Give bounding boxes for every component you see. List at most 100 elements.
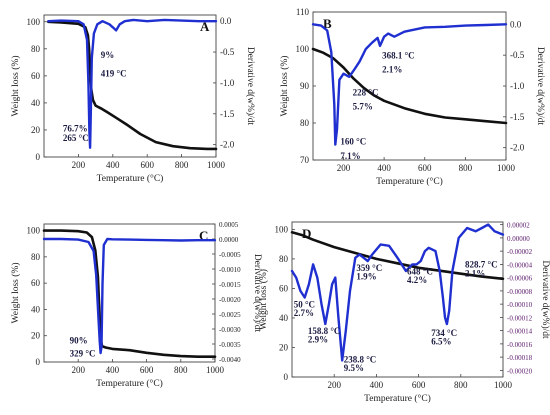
y2-tick-label: -0.0020 [219, 296, 241, 304]
weight-loss-series-line [311, 47, 508, 125]
x-tick-label: 1000 [207, 160, 226, 170]
derivative-series-line [311, 23, 508, 146]
y2-tick-label: -0.00012 [507, 314, 533, 322]
y2-tick-label: -0.00010 [507, 301, 533, 309]
x-tick-label: 600 [418, 163, 432, 173]
x-tick-label: 800 [454, 380, 468, 390]
x-tick-label: 400 [106, 365, 120, 375]
y-tick-label: 80 [31, 44, 41, 54]
y2-tick-label: -1.0 [220, 78, 235, 88]
x-tick-label: 800 [175, 160, 189, 170]
x-tick-label: 800 [174, 365, 188, 375]
x-axis-label: Temperature (°C) [96, 378, 163, 389]
annotation-label: 7.1% [340, 151, 360, 161]
y2-tick-label: -0.00018 [507, 354, 533, 362]
x-tick-label: 200 [337, 163, 351, 173]
x-tick-label: 600 [412, 380, 426, 390]
annotation-label: 90% [70, 336, 88, 346]
y-axis-label: Weight loss (%) [10, 56, 21, 117]
plot-frame [43, 223, 216, 363]
y2-tick-label: -0.00008 [507, 288, 533, 296]
y2-tick-label: -0.00020 [507, 367, 533, 375]
y2-tick-label: -1.0 [510, 81, 525, 91]
x-axis-label: Temperature (°C) [97, 173, 164, 184]
plot-frame [291, 221, 504, 378]
y2-tick-label: 0.0 [220, 16, 232, 26]
x-tick-label: 600 [140, 365, 154, 375]
y2-tick-label: 0.00002 [507, 222, 530, 230]
x-axis-label: Temperature (°C) [376, 176, 443, 187]
y-tick-label: 40 [279, 313, 289, 323]
y2-tick-label: -1.5 [510, 112, 525, 122]
annotation-label: 4.2% [407, 275, 427, 285]
x-tick-label: 1000 [206, 365, 225, 375]
y2-tick-label: -1.5 [220, 109, 235, 119]
annotation-label: 50 °C [294, 299, 315, 309]
annotation-label: 228 °C [353, 87, 379, 97]
x-tick-label: 1000 [494, 380, 513, 390]
y2-axis-label: Derivative d(w%)/dt [540, 260, 550, 339]
y-tick-label: 20 [31, 125, 41, 135]
y2-tick-label: -0.0015 [219, 281, 241, 289]
panel-letter: A [200, 19, 210, 34]
y2-tick-label: -0.0030 [219, 326, 241, 334]
annotation-label: 648 °C [407, 266, 433, 276]
annotation-label: 734 °C [431, 328, 457, 338]
y-tick-label: 110 [296, 7, 310, 17]
y-tick-label: 100 [275, 224, 289, 234]
annotation-label: 2.1% [465, 268, 485, 278]
annotation-label: 9.5% [344, 363, 364, 373]
annotation-label: 2.1% [382, 64, 402, 74]
x-tick-label: 1000 [497, 163, 516, 173]
y-tick-label: 80 [279, 254, 289, 264]
y2-tick-label: -2.0 [510, 143, 525, 153]
y-axis-label: Weight loss (%) [10, 263, 21, 324]
y2-tick-label: 0.0 [510, 19, 522, 29]
y2-tick-label: -0.0005 [219, 251, 241, 259]
y-tick-label: 90 [300, 81, 310, 91]
y-tick-label: 0 [284, 372, 289, 382]
y-axis-label: Weight loss (%) [258, 269, 269, 330]
y2-tick-label: -0.00002 [507, 248, 533, 256]
annotation-label: 238.8 °C [344, 354, 377, 364]
panel-c: 200 400 600 800 1000 0 20 40 60 80 100 0.0005 0.0000… [10, 221, 263, 389]
annotation-label: 76.7% [63, 123, 88, 133]
x-tick-label: 400 [377, 163, 391, 173]
y-tick-label: 100 [296, 44, 310, 54]
y2-tick-label: -0.00004 [507, 261, 533, 269]
y2-tick-label: 0.0005 [219, 221, 239, 229]
annotation-label: 158.8 °C [308, 326, 341, 336]
y-tick-label: 40 [31, 304, 41, 314]
y-tick-label: 0 [36, 152, 41, 162]
annotation-label: 6.5% [431, 337, 451, 347]
y-tick-label: 40 [31, 98, 41, 108]
y2-tick-label: -0.0040 [219, 356, 241, 364]
annotation-label: 1.9% [356, 272, 376, 282]
x-tick-label: 400 [106, 160, 120, 170]
y2-tick-label: -0.00014 [507, 328, 533, 336]
x-tick-label: 200 [327, 380, 341, 390]
derivative-series-line [290, 223, 505, 362]
y2-tick-label: -0.0025 [219, 311, 241, 319]
x-tick-label: 600 [140, 160, 154, 170]
y2-tick-label: -0.5 [510, 50, 525, 60]
annotation-label: 368.1 °C [382, 50, 415, 60]
annotation-label: 329 °C [70, 349, 96, 359]
y2-tick-label: -0.0010 [219, 266, 241, 274]
y2-axis-label: Derivative d(w%)/dt [245, 47, 256, 126]
annotation-label: 9% [101, 50, 115, 60]
y-tick-label: 70 [300, 155, 310, 165]
y-tick-label: 100 [27, 17, 41, 27]
y2-tick-label: -0.0035 [219, 341, 241, 349]
y-tick-label: 20 [279, 342, 289, 352]
x-tick-label: 200 [71, 365, 85, 375]
weight-loss-series-line [290, 231, 505, 281]
y2-tick-label: -0.00016 [507, 341, 533, 349]
x-tick-label: 200 [72, 160, 86, 170]
annotation-label: 160 °C [340, 137, 366, 147]
annotation-label: 828.7 °C [465, 260, 498, 270]
derivative-series-line [42, 237, 217, 355]
panel-letter: D [302, 226, 311, 241]
x-tick-label: 800 [459, 163, 473, 173]
